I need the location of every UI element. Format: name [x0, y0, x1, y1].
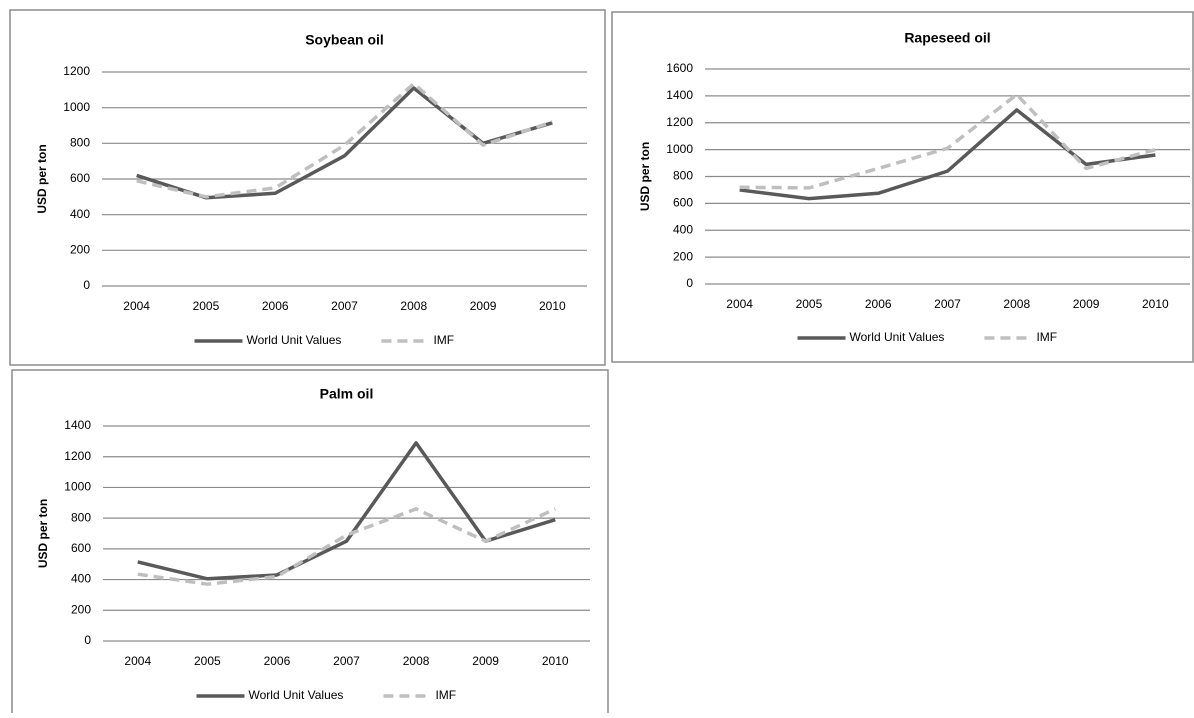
x-tick-label: 2008 [400, 299, 427, 313]
y-tick-label: 0 [84, 633, 91, 647]
x-tick-label: 2005 [796, 297, 823, 311]
chart-title: Palm oil [320, 386, 374, 402]
y-tick-label: 800 [673, 169, 693, 183]
x-tick-label: 2010 [539, 299, 566, 313]
x-tick-label: 2010 [542, 654, 569, 668]
y-axis-label: USD per ton [36, 499, 50, 568]
legend-label: World Unit Values [247, 333, 342, 347]
y-tick-label: 800 [71, 510, 91, 524]
series-line [739, 108, 1156, 201]
y-tick-label: 0 [686, 276, 693, 290]
x-tick-label: 2010 [1142, 297, 1169, 311]
x-tick-label: 2005 [194, 654, 221, 668]
x-tick-label: 2006 [865, 297, 892, 311]
y-tick-label: 1000 [64, 480, 91, 494]
y-tick-label: 600 [70, 171, 90, 185]
x-tick-label: 2007 [331, 299, 358, 313]
chart-title: Soybean oil [305, 32, 384, 48]
x-tick-label: 2005 [193, 299, 220, 313]
x-tick-label: 2007 [333, 654, 360, 668]
y-axis-label: USD per ton [35, 144, 49, 213]
x-tick-label: 2006 [262, 299, 289, 313]
y-tick-label: 400 [70, 207, 90, 221]
y-tick-label: 1200 [64, 449, 91, 463]
x-tick-label: 2004 [123, 299, 150, 313]
chart-frame [11, 369, 609, 718]
x-tick-label: 2006 [264, 654, 291, 668]
y-axis-label: USD per ton [638, 142, 652, 211]
y-tick-label: 200 [70, 243, 90, 257]
y-tick-label: 600 [673, 196, 693, 210]
x-tick-label: 2009 [1073, 297, 1100, 311]
y-tick-label: 1200 [666, 115, 693, 129]
x-tick-label: 2008 [403, 654, 430, 668]
legend-label: IMF [1036, 330, 1057, 344]
y-tick-label: 200 [71, 602, 91, 616]
y-tick-label: 1000 [666, 142, 693, 156]
y-tick-label: 400 [673, 222, 693, 236]
x-tick-label: 2009 [470, 299, 497, 313]
x-tick-label: 2009 [472, 654, 499, 668]
legend-label: IMF [433, 333, 454, 347]
x-tick-label: 2008 [1003, 297, 1030, 311]
y-tick-label: 1600 [666, 61, 693, 75]
y-tick-label: 0 [83, 278, 90, 292]
y-tick-label: 1400 [64, 418, 91, 432]
y-tick-label: 600 [71, 541, 91, 555]
chart-frame [9, 9, 606, 366]
x-tick-label: 2007 [934, 297, 961, 311]
series-line [739, 92, 1156, 190]
y-tick-label: 800 [70, 136, 90, 150]
y-tick-label: 1200 [63, 64, 90, 78]
y-tick-label: 1400 [666, 88, 693, 102]
x-tick-label: 2004 [726, 297, 753, 311]
series-line [136, 81, 553, 199]
series-line [137, 507, 556, 586]
y-tick-label: 1000 [63, 100, 90, 114]
legend-label: IMF [435, 688, 456, 702]
x-tick-label: 2004 [124, 654, 151, 668]
y-tick-label: 200 [673, 249, 693, 263]
legend-label: World Unit Values [249, 688, 344, 702]
legend-label: World Unit Values [850, 330, 945, 344]
chart-title: Rapeseed oil [904, 30, 990, 46]
y-tick-label: 400 [71, 572, 91, 586]
